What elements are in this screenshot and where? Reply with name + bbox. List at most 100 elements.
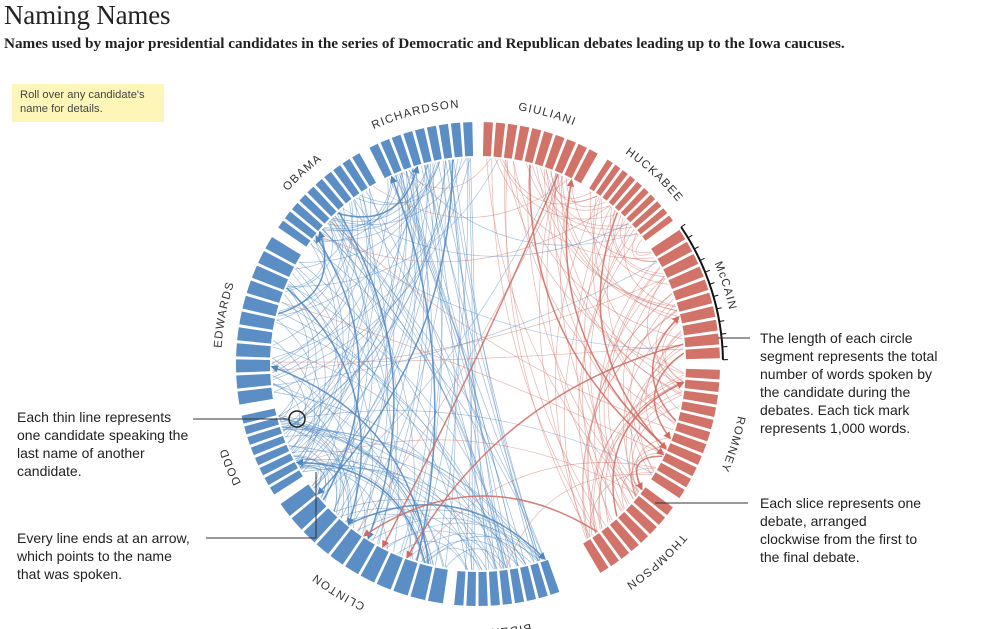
debate-slice[interactable] — [663, 253, 699, 278]
debate-slice[interactable] — [403, 131, 422, 167]
debate-slice[interactable] — [463, 122, 474, 157]
debate-slice[interactable] — [493, 122, 506, 158]
candidate-label-giuliani[interactable]: GIULIANI — [517, 101, 577, 128]
debate-slice[interactable] — [684, 379, 720, 393]
debate-slice[interactable] — [672, 279, 709, 301]
debate-slice[interactable] — [625, 504, 657, 535]
candidate-label-edwards[interactable]: EDWARDS — [212, 280, 237, 348]
debate-slice[interactable] — [393, 558, 418, 596]
debate-slice[interactable] — [671, 432, 707, 454]
debate-slice[interactable] — [633, 495, 666, 525]
debate-slice[interactable] — [488, 571, 500, 606]
debate-slice[interactable] — [264, 461, 298, 486]
debate-slice[interactable] — [678, 412, 714, 430]
segment-thompson[interactable] — [583, 487, 673, 573]
debate-slice[interactable] — [414, 128, 432, 164]
debate-slice[interactable] — [258, 251, 295, 278]
debate-slice[interactable] — [544, 134, 565, 170]
debate-slice[interactable] — [676, 292, 713, 312]
debate-slice[interactable] — [682, 319, 718, 336]
debate-slice[interactable] — [656, 462, 691, 488]
debate-slice[interactable] — [667, 443, 702, 465]
segment-biden[interactable] — [454, 559, 560, 606]
segment-giuliani[interactable] — [482, 122, 598, 184]
debate-slice[interactable] — [278, 220, 311, 247]
debate-slice[interactable] — [380, 138, 402, 174]
debate-slice[interactable] — [534, 131, 553, 167]
debate-slice[interactable] — [333, 165, 360, 198]
debate-slice[interactable] — [520, 565, 537, 601]
debate-slice[interactable] — [315, 179, 344, 210]
debate-slice[interactable] — [631, 201, 662, 229]
debate-slice[interactable] — [651, 472, 685, 499]
debate-slice[interactable] — [265, 237, 301, 265]
debate-slice[interactable] — [685, 368, 720, 380]
debate-slice[interactable] — [242, 295, 279, 317]
debate-slice[interactable] — [342, 158, 368, 192]
debate-slice[interactable] — [391, 134, 412, 170]
debate-slice[interactable] — [352, 153, 377, 187]
debate-slice[interactable] — [345, 537, 375, 575]
debate-slice[interactable] — [269, 470, 303, 495]
debate-slice[interactable] — [303, 508, 338, 543]
debate-slice[interactable] — [478, 571, 488, 606]
segment-obama[interactable] — [278, 153, 377, 247]
debate-slice[interactable] — [640, 487, 673, 516]
segment-richardson[interactable] — [369, 122, 474, 179]
debate-slice[interactable] — [668, 266, 704, 289]
debate-slice[interactable] — [614, 181, 642, 212]
debate-slice[interactable] — [376, 552, 403, 590]
segment-huckabee[interactable] — [589, 159, 673, 241]
candidate-label-romney[interactable]: ROMNEY — [718, 415, 747, 474]
debate-slice[interactable] — [626, 194, 656, 223]
debate-slice[interactable] — [236, 373, 272, 389]
debate-slice[interactable] — [540, 559, 560, 595]
debate-slice[interactable] — [595, 164, 621, 196]
debate-slice[interactable] — [244, 417, 279, 435]
debate-slice[interactable] — [237, 327, 273, 344]
debate-slice[interactable] — [684, 333, 720, 348]
debate-slice[interactable] — [241, 408, 277, 424]
debate-slice[interactable] — [637, 208, 668, 235]
candidate-label-biden[interactable]: BIDEN — [490, 621, 533, 629]
debate-slice[interactable] — [236, 343, 271, 358]
candidate-label-dodd[interactable]: DODD — [218, 446, 244, 487]
debate-slice[interactable] — [316, 518, 350, 555]
debate-slice[interactable] — [662, 453, 697, 477]
debate-slice[interactable] — [307, 186, 337, 217]
debate-slice[interactable] — [530, 563, 548, 599]
debate-slice[interactable] — [564, 143, 587, 179]
debate-slice[interactable] — [499, 569, 513, 605]
debate-slice[interactable] — [482, 122, 493, 157]
debate-slice[interactable] — [583, 539, 609, 573]
debate-slice[interactable] — [642, 215, 673, 241]
debate-slice[interactable] — [657, 241, 693, 268]
debate-slice[interactable] — [251, 265, 289, 290]
debate-slice[interactable] — [247, 426, 282, 445]
debate-slice[interactable] — [620, 188, 649, 217]
candidate-label-clinton[interactable]: CLINTON — [310, 571, 367, 612]
debate-slice[interactable] — [330, 528, 362, 565]
debate-slice[interactable] — [291, 496, 327, 530]
debate-slice[interactable] — [573, 149, 598, 184]
debate-slice[interactable] — [250, 435, 286, 456]
debate-slice[interactable] — [454, 570, 466, 606]
debate-slice[interactable] — [651, 229, 686, 257]
segment-edwards[interactable] — [236, 237, 301, 405]
debate-slice[interactable] — [360, 545, 389, 583]
debate-slice[interactable] — [509, 568, 525, 604]
debate-slice[interactable] — [438, 123, 453, 159]
debate-slice[interactable] — [685, 347, 720, 360]
debate-slice[interactable] — [254, 444, 290, 466]
debate-slice[interactable] — [236, 359, 271, 373]
debate-slice[interactable] — [592, 533, 620, 567]
debate-slice[interactable] — [503, 123, 518, 159]
debate-slice[interactable] — [618, 511, 649, 543]
debate-slice[interactable] — [428, 567, 448, 604]
debate-slice[interactable] — [514, 125, 530, 161]
debate-slice[interactable] — [324, 171, 352, 204]
segment-romney[interactable] — [651, 368, 720, 499]
debate-slice[interactable] — [466, 571, 476, 606]
debate-slice[interactable] — [679, 306, 716, 324]
debate-slice[interactable] — [299, 194, 330, 224]
